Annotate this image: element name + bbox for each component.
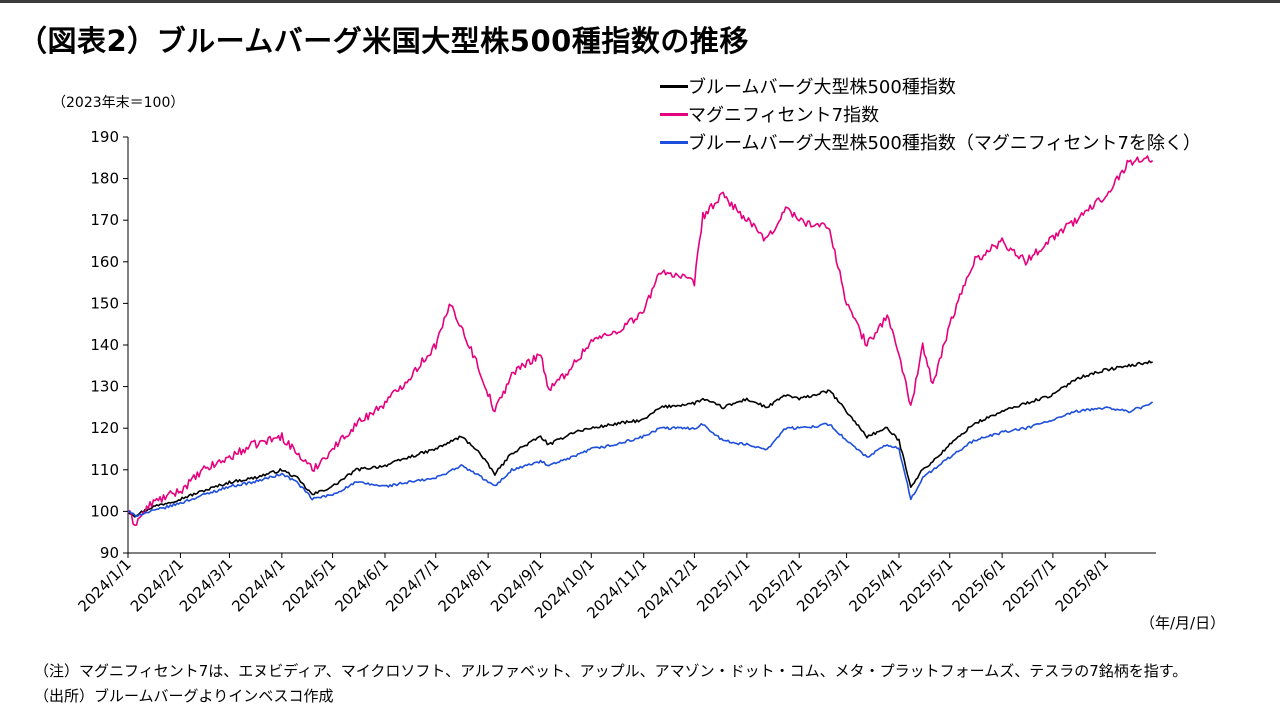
legend-label-ex-mag7: ブルームバーグ大型株500種指数（マグニフィセント7を除く）	[688, 133, 1201, 154]
legend-swatch-ex-mag7	[660, 140, 688, 144]
y-tick-label: 150	[90, 294, 119, 312]
y-tick-label: 170	[90, 211, 119, 229]
legend-item-sp500: ブルームバーグ大型株500種指数	[660, 72, 1201, 100]
legend-item-mag7: マグニフィセント7指数	[660, 100, 1201, 128]
legend-swatch-sp500	[660, 84, 688, 88]
x-tick-label: 2024/1/1	[74, 555, 134, 615]
footnote-note: （注）マグニフィセント7は、エヌビディア、マイクロソフト、アルファベット、アップ…	[34, 662, 1188, 680]
x-tick-label: 2024/7/1	[382, 555, 442, 615]
page-title: （図表2）ブルームバーグ米国大型株500種指数の推移	[18, 24, 749, 58]
top-rule	[0, 0, 1280, 3]
x-tick-label: 2024/4/1	[228, 555, 288, 615]
y-tick-label: 180	[90, 170, 119, 188]
chart-legend: ブルームバーグ大型株500種指数 マグニフィセント7指数 ブルームバーグ大型株5…	[660, 72, 1201, 156]
y-tick-label: 120	[90, 419, 119, 437]
x-tick-label: 2024/6/1	[331, 555, 391, 615]
y-tick-label: 160	[90, 253, 119, 271]
legend-label-sp500: ブルームバーグ大型株500種指数	[688, 77, 956, 98]
y-tick-label: 110	[90, 461, 119, 479]
x-tick-label: 2024/5/1	[279, 555, 339, 615]
x-tick-label: 2025/4/1	[845, 555, 905, 615]
legend-item-ex-mag7: ブルームバーグ大型株500種指数（マグニフィセント7を除く）	[660, 128, 1201, 156]
y-tick-label: 130	[90, 378, 119, 396]
y-tick-label: 140	[90, 336, 119, 354]
y-axis-unit-label: （2023年末＝100）	[52, 95, 185, 111]
x-axis-unit-label: （年/月/日）	[1140, 614, 1226, 632]
series-line-sp500	[127, 360, 1153, 518]
footnote-source: （出所）ブルームバーグよりインベスコ作成	[34, 687, 334, 705]
x-tick-label: 2024/3/1	[176, 555, 236, 615]
legend-label-mag7: マグニフィセント7指数	[688, 105, 880, 126]
series-line-mag7	[127, 155, 1154, 527]
x-tick-label: 2025/5/1	[896, 555, 956, 615]
y-tick-label: 90	[100, 544, 119, 562]
x-tick-label: 2025/1/1	[693, 555, 753, 615]
x-tick-label: 2025/6/1	[949, 555, 1009, 615]
series-line-ex-mag7	[127, 401, 1154, 518]
y-tick-label: 100	[90, 502, 119, 520]
y-tick-label: 190	[90, 128, 119, 146]
x-tick-label: 2024/8/1	[435, 555, 495, 615]
x-tick-label: 2025/7/1	[999, 555, 1059, 615]
legend-swatch-mag7	[660, 112, 688, 116]
x-tick-label: 2025/8/1	[1052, 555, 1112, 615]
